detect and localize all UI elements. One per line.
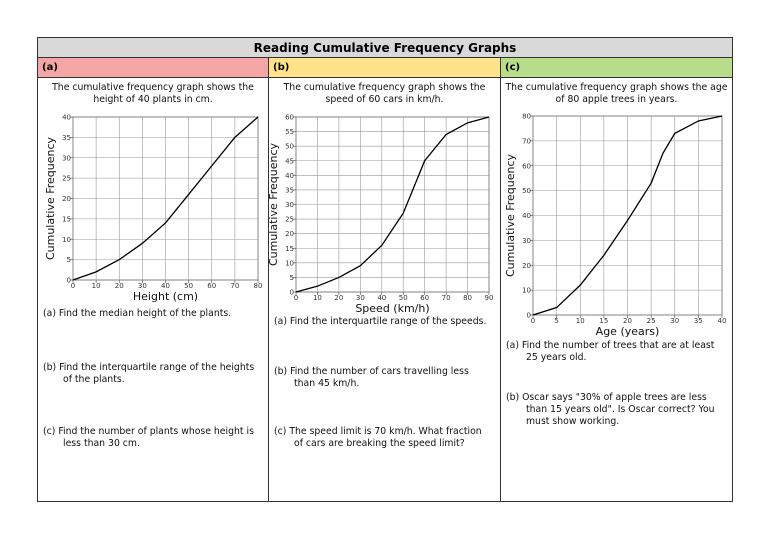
question: (a) Find the number of trees that are at…	[506, 340, 715, 363]
intro-text: The cumulative frequency graph shows the…	[283, 82, 486, 105]
question: (a) Find the interquartile range of the …	[274, 316, 487, 327]
question: (c) Find the number of plants whose heig…	[43, 426, 254, 449]
worksheet-title: Reading Cumulative Frequency Graphs	[37, 37, 733, 58]
column-header: (c)	[500, 57, 733, 78]
question: (b) Oscar says "30% of apple trees are l…	[506, 392, 715, 427]
question: (a) Find the median height of the plants…	[43, 308, 232, 319]
column	[500, 77, 733, 502]
column-header: (a)	[37, 57, 269, 78]
intro-text: The cumulative frequency graph shows the…	[505, 82, 728, 105]
question: (c) The speed limit is 70 km/h. What fra…	[274, 426, 482, 449]
question: (b) Find the interquartile range of the …	[43, 362, 255, 385]
column-header: (b)	[268, 57, 501, 78]
question: (b) Find the number of cars travelling l…	[274, 366, 469, 389]
intro-text: The cumulative frequency graph shows the…	[52, 82, 254, 105]
